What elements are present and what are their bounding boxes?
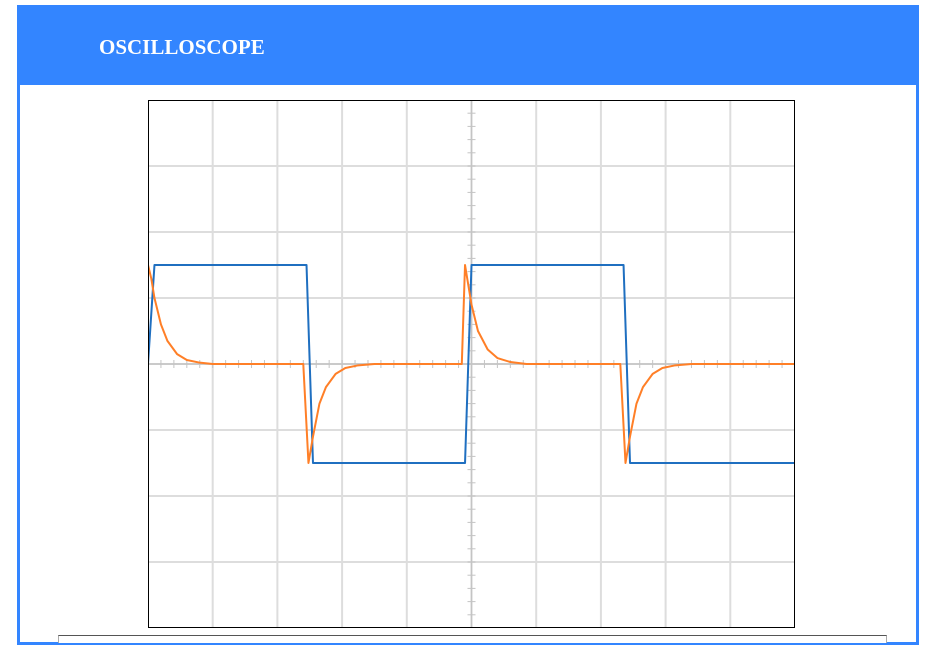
- oscilloscope-panel: OSCILLOSCOPE: [17, 5, 919, 645]
- traces: [148, 264, 795, 464]
- trace-orange-spike-wave: [148, 264, 795, 464]
- oscilloscope-screen: [148, 100, 795, 628]
- screen-frame: [148, 100, 795, 628]
- panel-title: OSCILLOSCOPE: [99, 35, 265, 59]
- panel-header: OSCILLOSCOPE: [20, 8, 916, 85]
- controls-bar: [58, 635, 887, 643]
- trace-blue-square-wave: [148, 264, 795, 464]
- oscilloscope-plot: [148, 100, 795, 628]
